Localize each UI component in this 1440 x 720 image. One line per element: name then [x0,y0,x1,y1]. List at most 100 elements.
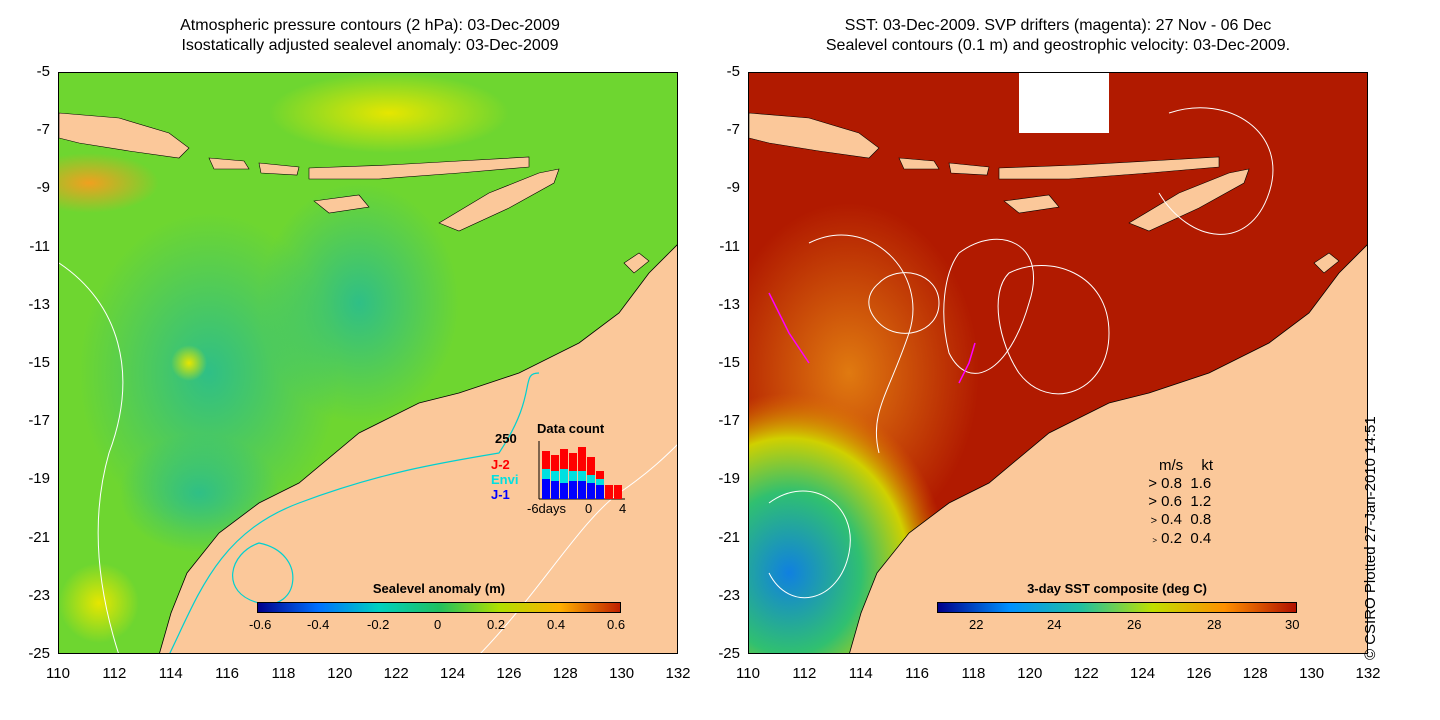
data-count-histogram [538,441,625,500]
tanimbar-island [623,252,650,274]
inset-title: Data count [537,421,605,436]
sst-colorbar-tick: 30 [1285,617,1300,632]
y-tick-label: -15 [718,354,740,371]
pressure-contour-1 [59,262,124,653]
y-tick-label: -21 [28,528,50,546]
x-tick-label: 112 [102,665,127,682]
left-title-line2: Isostatically adjusted sealevel anomaly:… [181,37,559,54]
y-tick-label: -25 [28,645,50,662]
y-tick-label: -9 [726,179,740,197]
y-tick-label: -15 [28,354,50,371]
velocity-arrow-icon: > [1152,536,1157,545]
inset-ymax-label: 250 [495,431,517,446]
sealevel-contour [943,238,1035,374]
right-title-line2: Sealevel contours (0.1 m) and geostrophi… [825,37,1291,54]
velocity-kt-value: 1.6 [1190,475,1212,492]
sla-low-region-central [259,183,459,423]
sla-colorbar-tick: 0.4 [547,617,566,632]
java-island [749,112,880,159]
x-tick-label: 122 [383,665,409,682]
sumbawa-flores-islands [308,156,530,180]
velocity-legend-header: m/s kt [1127,457,1213,475]
y-tick-label: -7 [36,121,50,139]
sealevel-contour [997,265,1110,395]
sla-colorbar-gradient [257,602,621,613]
x-tick-label: 114 [158,665,183,682]
java-island [59,112,190,159]
sst-colorbar-tick: 28 [1207,617,1222,632]
y-tick-label: -7 [726,121,740,139]
bali-lombok-islands [898,157,990,176]
sealevel-anomaly-map-graphic [59,73,677,653]
sla-colorbar-title: Sealevel anomaly (m) [372,581,506,596]
sla-colorbar-tick: 0.6 [607,617,626,632]
velocity-legend-row: > 0.8 1.6 [1127,475,1213,493]
inset-legend-item: J-1 [491,487,510,502]
velocity-legend-row: > 0.4 0.8 [1127,511,1213,530]
inset-legend-item: Envi [491,472,519,487]
sealevel-contour [868,272,940,334]
velocity-legend-row: > 0.6 1.2 [1127,493,1213,511]
velocity-arrow-icon: > [1148,493,1157,510]
tanimbar-island [1313,252,1340,274]
x-tick-label: 110 [736,665,760,682]
sst-map-graphic [749,73,1367,653]
sealevel-contour-1 [169,372,540,653]
y-tick-label: -9 [36,179,50,197]
velocity-kt-value: 1.2 [1190,493,1212,510]
y-tick-label: -17 [718,412,740,430]
sst-colorbar-title: 3-day SST composite (deg C) [1027,581,1207,596]
y-tick-label: -5 [726,63,740,80]
x-tick-label: 110 [46,665,70,682]
x-tick-label: 124 [1130,665,1156,682]
credit-text: © CSIRO Plotted 27-Jan-2010 14:51 [1362,416,1379,660]
sumba-island [313,194,370,214]
inset-xtick: 4 [619,501,627,516]
x-tick-label: 118 [961,665,986,682]
y-tick-label: -19 [718,470,740,488]
sla-colorbar: Sealevel anomaly (m) -0.6 -0.4 -0.2 0 0.… [249,581,625,632]
x-tick-label: 120 [1017,665,1043,682]
sst-colorbar: 3-day SST composite (deg C) 22 24 26 28 … [937,581,1300,632]
x-tick-label: 126 [1186,665,1212,682]
sealevel-contour [768,490,851,599]
velocity-kt-value: 0.4 [1190,530,1212,547]
x-tick-label: 128 [1242,665,1268,682]
sst-map: m/s kt > 0.8 1.6 > 0.6 1.2 > 0.4 0.8 > 0… [748,72,1368,654]
velocity-ms-value: 0.4 [1161,511,1183,528]
y-tick-label: -21 [718,528,740,546]
velocity-kt-value: 0.8 [1190,511,1212,528]
australia-landmass [159,244,677,653]
velocity-legend-row: > 0.2 0.4 [1127,530,1213,550]
sealevel-contour [808,234,914,454]
svp-drifter-track [958,342,976,384]
x-tick-label: 116 [905,665,930,682]
sumbawa-flores-islands [998,156,1220,180]
x-tick-label: 130 [1299,665,1325,682]
y-tick-label: -13 [28,295,50,313]
cloud-gap-north [1019,73,1109,133]
inset-legend-item: J-2 [491,457,510,472]
y-tick-label: -17 [28,412,50,430]
sla-colorbar-tick: 0 [434,617,442,632]
sst-colorbar-tick: 24 [1047,617,1062,632]
australia-landmass [849,244,1367,653]
sla-colorbar-tick: 0.2 [487,617,506,632]
x-tick-label: 132 [1355,665,1381,682]
y-tick-label: -23 [718,586,740,604]
bali-lombok-islands [208,157,300,176]
right-map-title: SST: 03-Dec-2009. SVP drifters (magenta)… [748,16,1368,56]
timor-island [1128,168,1250,232]
inset-legend: J-2 Envi J-1 [491,457,518,502]
sla-high-spot [171,345,207,381]
x-tick-label: 122 [1073,665,1099,682]
y-tick-label: -25 [718,645,740,662]
velocity-ms-value: 0.2 [1161,530,1183,547]
velocity-arrow-icon: > [1148,475,1157,492]
sla-high-region-north [269,73,509,153]
inset-xtick: 0 [585,501,593,516]
x-tick-label: 124 [440,665,466,682]
sst-colorbar-tick: 22 [969,617,984,632]
y-tick-label: -19 [28,470,50,488]
sst-colorbar-gradient [937,602,1297,613]
